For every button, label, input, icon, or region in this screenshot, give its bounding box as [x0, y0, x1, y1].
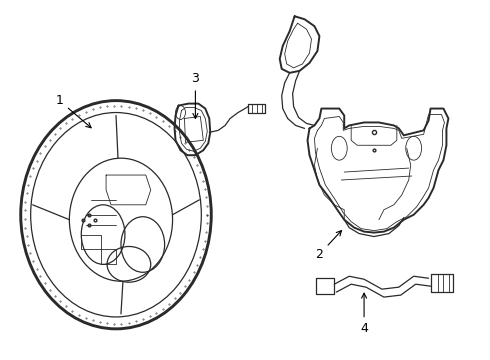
Text: 3: 3 — [192, 72, 199, 118]
Text: 4: 4 — [360, 293, 368, 336]
Text: 2: 2 — [316, 231, 342, 261]
Text: 1: 1 — [55, 94, 91, 128]
